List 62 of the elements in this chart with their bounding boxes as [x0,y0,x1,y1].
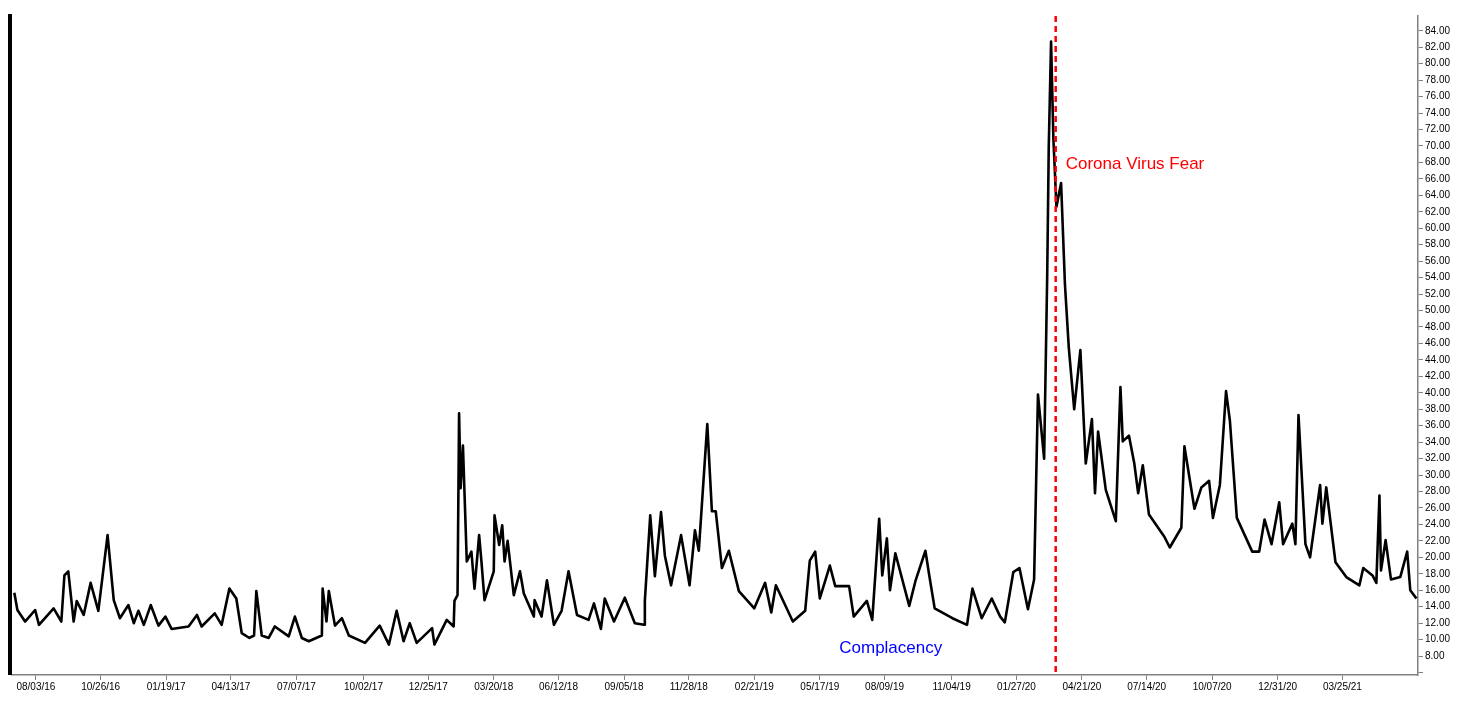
x-tick-label: 10/02/17 [344,680,384,692]
x-tick-label: 02/21/19 [734,680,775,692]
x-tick-label: 11/28/18 [669,680,709,692]
y-tick-label: 60.00 [1424,222,1451,234]
y-tick-label: 20.00 [1424,551,1451,563]
x-tick-label: 03/20/18 [474,680,514,692]
y-tick-label: 78.00 [1424,73,1451,85]
y-tick-label: 8.00 [1424,649,1445,661]
x-tick-label: 09/05/18 [604,680,644,692]
x-tick-label: 01/19/17 [146,680,187,692]
x-tick-label: 04/13/17 [211,680,251,692]
y-tick-label: 24.00 [1424,518,1451,530]
y-tick-label: 80.00 [1424,57,1451,69]
ref-line-label: Corona Virus Fear [1065,153,1205,173]
x-tick-label: 10/07/20 [1192,680,1233,692]
y-tick-label: 70.00 [1424,139,1451,151]
x-tick-label: 06/12/18 [539,680,579,692]
y-tick-label: 32.00 [1424,452,1451,464]
y-tick-label: 48.00 [1424,320,1451,332]
y-tick-label: 14.00 [1424,600,1451,612]
y-tick-label: 44.00 [1424,353,1451,365]
y-tick-label: 72.00 [1424,123,1451,135]
x-tick-label: 03/25/21 [1322,680,1363,692]
y-tick-label: 62.00 [1424,205,1451,217]
y-tick-label: 56.00 [1424,254,1451,266]
annotation: Complacency [839,637,943,657]
y-tick-label: 26.00 [1424,501,1451,513]
x-tick-label: 07/07/17 [276,680,317,692]
x-tick-label: 10/26/16 [81,680,121,692]
x-tick-label: 07/14/20 [1127,680,1167,692]
y-tick-label: 84.00 [1424,24,1451,36]
y-tick-label: 30.00 [1424,468,1451,480]
y-tick-label: 58.00 [1424,238,1451,250]
y-tick-label: 10.00 [1424,633,1451,645]
y-tick-label: 52.00 [1424,287,1451,299]
y-tick-label: 38.00 [1424,403,1451,415]
y-tick-label: 42.00 [1424,370,1451,382]
y-tick-label: 68.00 [1424,156,1451,168]
x-tick-label: 01/27/20 [996,680,1037,692]
y-tick-label: 82.00 [1424,41,1451,53]
x-tick-label: 08/03/16 [16,680,56,692]
x-tick-label: 11/04/19 [932,680,972,692]
y-tick-label: 22.00 [1424,534,1451,546]
y-tick-label: 50.00 [1424,304,1451,316]
y-tick-label: 54.00 [1424,271,1451,283]
y-tick-label: 66.00 [1424,172,1451,184]
x-tick-label: 12/25/17 [408,680,449,692]
x-tick-label: 04/21/20 [1062,680,1102,692]
y-tick-label: 76.00 [1424,90,1451,102]
y-tick-label: 12.00 [1424,616,1451,628]
y-tick-label: 40.00 [1424,386,1451,398]
x-tick-label: 05/17/19 [800,680,840,692]
y-tick-label: 36.00 [1424,419,1451,431]
y-tick-label: 16.00 [1424,584,1451,596]
x-tick-label: 12/31/20 [1258,680,1298,692]
y-tick-label: 64.00 [1424,189,1451,201]
x-tick-label: 08/09/19 [865,680,905,692]
y-tick-label: 28.00 [1424,485,1451,497]
y-tick-label: 34.00 [1424,435,1451,447]
y-tick-label: 18.00 [1424,567,1451,579]
y-tick-label: 74.00 [1424,106,1451,118]
y-tick-label: 46.00 [1424,337,1451,349]
